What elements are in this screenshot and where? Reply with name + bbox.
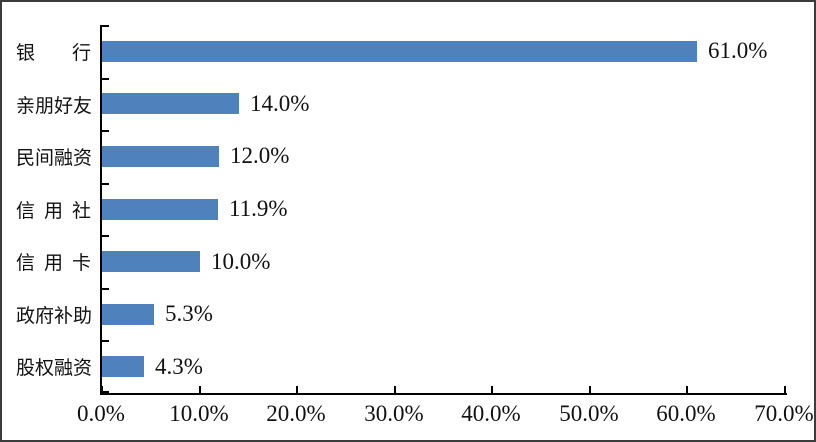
category-label-char: 助 xyxy=(73,306,93,327)
x-axis-tick xyxy=(394,386,396,393)
x-axis-tick-label: 10.0% xyxy=(169,401,229,426)
x-axis-line xyxy=(100,393,787,395)
category-label-char: 行 xyxy=(71,43,91,64)
category-label-char: 补 xyxy=(54,306,74,327)
bar xyxy=(102,304,154,325)
y-axis-tick xyxy=(102,340,109,342)
category-label-char: 府 xyxy=(35,306,55,327)
category-label: 银行 xyxy=(16,25,91,78)
x-axis-tick-label: 60.0% xyxy=(656,401,716,426)
bar xyxy=(102,356,144,377)
category-label-char: 社 xyxy=(71,201,91,222)
value-label: 12.0% xyxy=(230,143,290,168)
y-axis-line xyxy=(100,25,102,395)
category-label-char: 权 xyxy=(35,358,55,379)
x-axis-tick-label: 20.0% xyxy=(266,401,326,426)
x-axis-tick-label: 0.0% xyxy=(77,401,125,426)
category-label-char: 股 xyxy=(16,358,36,379)
x-axis-tick xyxy=(491,386,493,393)
x-axis-tick xyxy=(101,386,103,393)
value-label: 14.0% xyxy=(250,91,310,116)
x-axis-tick-label: 50.0% xyxy=(559,401,619,426)
category-label-char: 信 xyxy=(16,201,36,222)
value-label: 10.0% xyxy=(211,249,271,274)
category-label-char: 卡 xyxy=(71,253,91,274)
bar xyxy=(102,93,239,114)
y-axis-tick xyxy=(102,25,109,27)
category-label-char: 信 xyxy=(16,253,36,274)
category-label: 信用卡 xyxy=(16,235,91,288)
category-label: 政府补助 xyxy=(16,288,93,341)
bar xyxy=(102,146,219,167)
x-axis-tick-label: 40.0% xyxy=(461,401,521,426)
bar xyxy=(102,199,218,220)
value-label: 11.9% xyxy=(229,196,288,221)
value-label: 4.3% xyxy=(155,354,203,379)
category-label-char: 政 xyxy=(16,306,36,327)
category-label-char: 民 xyxy=(16,148,36,169)
category-label-char: 用 xyxy=(43,201,63,222)
value-label: 5.3% xyxy=(165,301,213,326)
y-axis-tick xyxy=(102,78,109,80)
category-label-char: 融 xyxy=(54,358,74,379)
category-label: 民间融资 xyxy=(16,130,93,183)
category-label: 信用社 xyxy=(16,183,91,236)
category-label-char: 资 xyxy=(73,148,93,169)
x-axis-tick xyxy=(686,386,688,393)
y-axis-tick xyxy=(102,235,109,237)
category-label-char: 融 xyxy=(54,148,74,169)
x-axis-tick xyxy=(784,386,786,393)
x-axis-tick-label: 70.0% xyxy=(754,401,814,426)
y-axis-tick xyxy=(102,288,109,290)
category-label-char: 银 xyxy=(16,43,36,64)
category-label-char: 朋 xyxy=(35,96,55,117)
x-axis-tick xyxy=(589,386,591,393)
category-label: 亲朋好友 xyxy=(16,78,93,131)
category-label-char: 亲 xyxy=(16,96,36,117)
value-label: 61.0% xyxy=(708,38,768,63)
category-label-char: 资 xyxy=(73,358,93,379)
bar xyxy=(102,41,697,62)
x-axis-tick xyxy=(199,386,201,393)
x-axis-tick-label: 30.0% xyxy=(364,401,424,426)
x-axis-tick xyxy=(296,386,298,393)
category-label-char: 间 xyxy=(35,148,55,169)
bar xyxy=(102,251,200,272)
category-label-char: 友 xyxy=(73,96,93,117)
y-axis-tick xyxy=(102,130,109,132)
y-axis-tick xyxy=(102,183,109,185)
y-axis-tick xyxy=(102,391,109,393)
category-label-char: 好 xyxy=(54,96,74,117)
category-label: 股权融资 xyxy=(16,340,93,393)
category-label-char: 用 xyxy=(43,253,63,274)
